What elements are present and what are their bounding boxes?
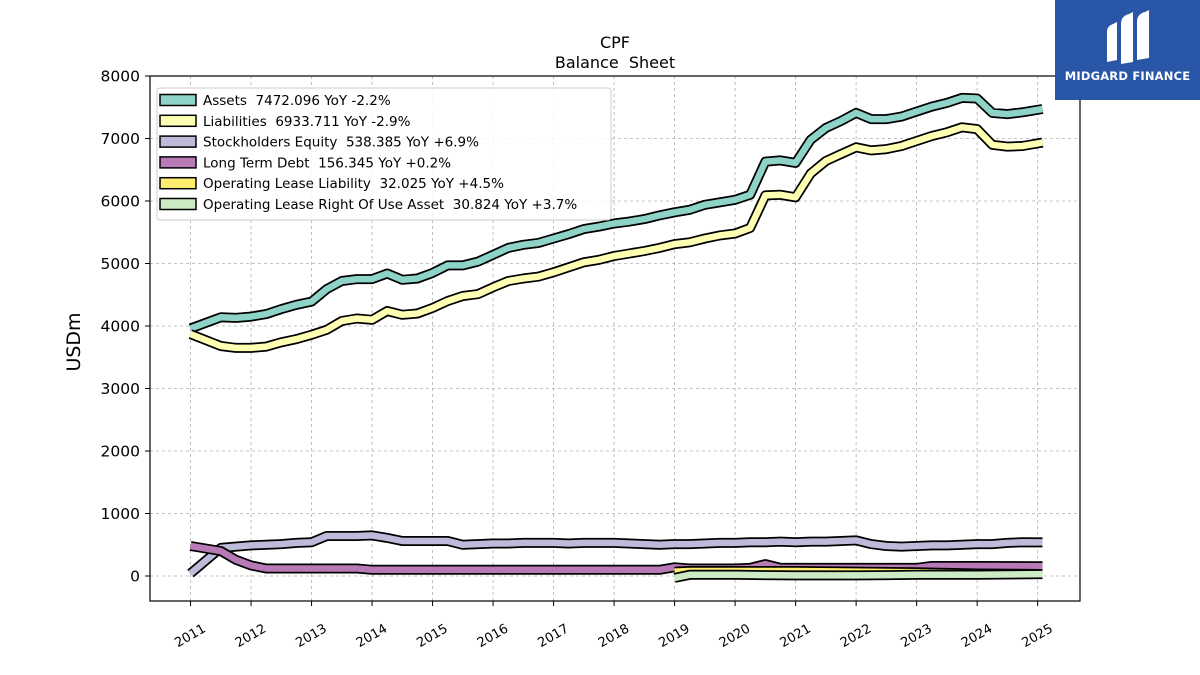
y-axis-ticks: 0 1000 2000 3000 4000 5000 6000 7000 8000 xyxy=(101,68,150,586)
x-tick-label: 2014 xyxy=(354,621,390,651)
legend: Assets 7472.096 YoY -2.2% Liabilities 693… xyxy=(156,87,612,221)
x-tick-label: 2020 xyxy=(717,621,753,651)
x-tick-label: 2018 xyxy=(596,621,632,651)
legend-label: Stockholders Equity 538.385 YoY +6.9% xyxy=(203,135,479,151)
x-tick-label: 2011 xyxy=(172,621,208,651)
x-tick-label: 2022 xyxy=(838,621,874,651)
y-tick-label: 0 xyxy=(130,568,140,586)
y-tick-label: 3000 xyxy=(101,380,140,398)
logo-text: MIDGARD FINANCE xyxy=(1064,69,1191,83)
y-tick-label: 8000 xyxy=(101,68,140,86)
x-tick-label: 2017 xyxy=(535,621,571,651)
x-tick-label: 2024 xyxy=(959,621,995,651)
legend-swatch xyxy=(159,197,197,211)
series-line-operating-lease-right-of-use-asset xyxy=(673,570,1043,582)
y-tick-label: 7000 xyxy=(101,130,140,148)
legend-swatch xyxy=(159,93,197,107)
legend-swatch xyxy=(159,176,197,190)
x-tick-label: 2025 xyxy=(1019,621,1055,651)
brand-logo: MIDGARD FINANCE xyxy=(1055,0,1200,100)
series-line-stockholders-equity xyxy=(188,532,1043,576)
legend-label: Operating Lease Liability 32.025 YoY +4.… xyxy=(203,176,504,192)
legend-box xyxy=(156,87,612,221)
logo-mark-icon xyxy=(1107,10,1149,64)
legend-label: Operating Lease Right Of Use Asset 30.82… xyxy=(203,197,577,213)
plot-area-frame xyxy=(149,75,1081,602)
y-axis-label: USDm xyxy=(63,312,85,371)
legend-swatch xyxy=(159,156,197,169)
legend-label: Liabilities 6933.711 YoY -2.9% xyxy=(203,114,411,130)
series-line-liabilities xyxy=(189,124,1044,352)
y-tick-label: 1000 xyxy=(101,505,140,523)
x-tick-label: 2021 xyxy=(777,621,813,651)
legend-swatch xyxy=(159,114,197,128)
y-tick-label: 5000 xyxy=(101,255,140,273)
series-lines xyxy=(187,92,1044,583)
x-axis-ticks: 2011 2012 2013 2014 2015 2016 2017 2018 2019 2020… xyxy=(172,601,1056,651)
y-tick-label: 4000 xyxy=(101,318,140,336)
x-tick-label: 2023 xyxy=(898,621,934,651)
x-tick-label: 2013 xyxy=(293,621,329,651)
x-tick-label: 2016 xyxy=(475,621,511,651)
x-tick-label: 2015 xyxy=(414,621,450,651)
x-tick-label: 2019 xyxy=(656,621,692,651)
y-tick-label: 6000 xyxy=(101,193,140,211)
chart-title: CPF xyxy=(600,33,630,52)
series-line-assets xyxy=(189,94,1044,332)
legend-label: Long Term Debt 156.345 YoY +0.2% xyxy=(203,155,451,171)
chart-subtitle: Balance Sheet xyxy=(555,53,675,72)
x-tick-label: 2012 xyxy=(233,621,269,651)
y-tick-label: 2000 xyxy=(101,443,140,461)
legend-swatch xyxy=(159,135,197,148)
legend-label: Assets 7472.096 YoY -2.2% xyxy=(203,93,391,109)
